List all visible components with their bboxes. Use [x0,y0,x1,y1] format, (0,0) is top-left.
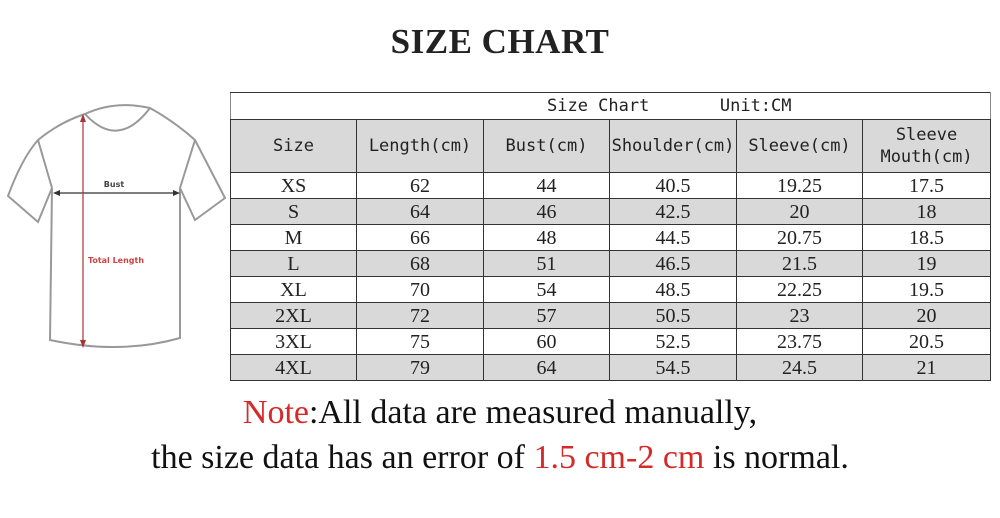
cell-sleeve-mouth: 18 [861,198,992,225]
cell-length: 66 [356,224,484,251]
cell-size: S [230,198,357,225]
cell-shoulder: 46.5 [609,250,737,277]
cell-size: 4XL [230,354,357,381]
tshirt-measurement-illustration: Bust Total Length [6,104,227,348]
cell-length: 62 [356,172,484,199]
table-row: 2XL 72 57 50.5 23 20 [230,302,992,329]
cell-sleeve: 19.25 [736,172,863,199]
cell-bust: 46 [483,198,610,225]
cell-bust: 51 [483,250,610,277]
cell-bust: 48 [483,224,610,251]
note-text-3: is normal. [704,439,849,476]
table-header-row: Size Length(cm) Bust(cm) Shoulder(cm) Sl… [230,119,992,173]
cell-sleeve: 22.25 [736,276,863,303]
cell-bust: 57 [483,302,610,329]
cell-bust: 54 [483,276,610,303]
table-unit: Unit:CM [719,96,792,116]
cell-size: 3XL [230,328,357,355]
header-sleeve-mouth-line2: Mouth(cm) [880,147,973,167]
cell-length: 70 [356,276,484,303]
cell-sleeve-mouth: 21 [861,354,992,381]
cell-length: 68 [356,250,484,277]
table-caption-row: Size Chart Unit:CM [229,92,992,120]
bust-label: Bust [104,180,125,189]
cell-sleeve-mouth: 19 [861,250,992,277]
table-row: S 64 46 42.5 20 18 [230,198,992,225]
cell-sleeve: 23 [736,302,863,329]
table-caption: Size Chart [547,96,650,116]
table-row: XL 70 54 48.5 22.25 19.5 [230,276,992,303]
cell-shoulder: 44.5 [609,224,737,251]
total-length-label: Total Length [88,256,144,265]
page-title: SIZE CHART [390,22,610,61]
tshirt-outline [6,104,227,348]
header-sleeve-mouth-line1: Sleeve [895,125,958,145]
header-sleeve-mouth: Sleeve Mouth(cm) [861,119,992,173]
table-row: 3XL 75 60 52.5 23.75 20.5 [230,328,992,355]
cell-sleeve-mouth: 20 [861,302,992,329]
cell-shoulder: 54.5 [609,354,737,381]
cell-size: XS [230,172,357,199]
cell-sleeve-mouth: 20.5 [861,328,992,355]
cell-size: XL [230,276,357,303]
size-table: Size Chart Unit:CM Size Length(cm) Bust(… [229,92,992,381]
header-size: Size [230,119,357,173]
cell-bust: 60 [483,328,610,355]
header-length: Length(cm) [356,119,484,173]
note-line-2: the size data has an error of 1.5 cm-2 c… [0,439,1000,477]
cell-length: 72 [356,302,484,329]
cell-shoulder: 42.5 [609,198,737,225]
cell-bust: 44 [483,172,610,199]
cell-sleeve: 20 [736,198,863,225]
cell-size: 2XL [230,302,357,329]
cell-sleeve: 21.5 [736,250,863,277]
note-text-1: :All data are measured manually, [308,394,758,431]
cell-shoulder: 50.5 [609,302,737,329]
cell-bust: 64 [483,354,610,381]
cell-sleeve: 24.5 [736,354,863,381]
table-row: L 68 51 46.5 21.5 19 [230,250,992,277]
header-bust: Bust(cm) [483,119,610,173]
header-sleeve: Sleeve(cm) [736,119,863,173]
header-shoulder: Shoulder(cm) [609,119,737,173]
cell-shoulder: 52.5 [609,328,737,355]
table-row: XS 62 44 40.5 19.25 17.5 [230,172,992,199]
note-text-2: the size data has an error of [151,439,534,476]
cell-shoulder: 40.5 [609,172,737,199]
table-row: 4XL 79 64 54.5 24.5 21 [230,354,992,381]
cell-sleeve: 23.75 [736,328,863,355]
cell-length: 75 [356,328,484,355]
cell-size: M [230,224,357,251]
cell-sleeve-mouth: 18.5 [861,224,992,251]
cell-length: 64 [356,198,484,225]
table-row: M 66 48 44.5 20.75 18.5 [230,224,992,251]
cell-sleeve: 20.75 [736,224,863,251]
note-label: Note [242,394,309,431]
cell-length: 79 [356,354,484,381]
cell-sleeve-mouth: 19.5 [861,276,992,303]
note-error-range: 1.5 cm-2 cm [533,439,705,476]
cell-sleeve-mouth: 17.5 [861,172,992,199]
cell-shoulder: 48.5 [609,276,737,303]
cell-size: L [230,250,357,277]
note-line-1: Note:All data are measured manually, [0,394,1000,432]
